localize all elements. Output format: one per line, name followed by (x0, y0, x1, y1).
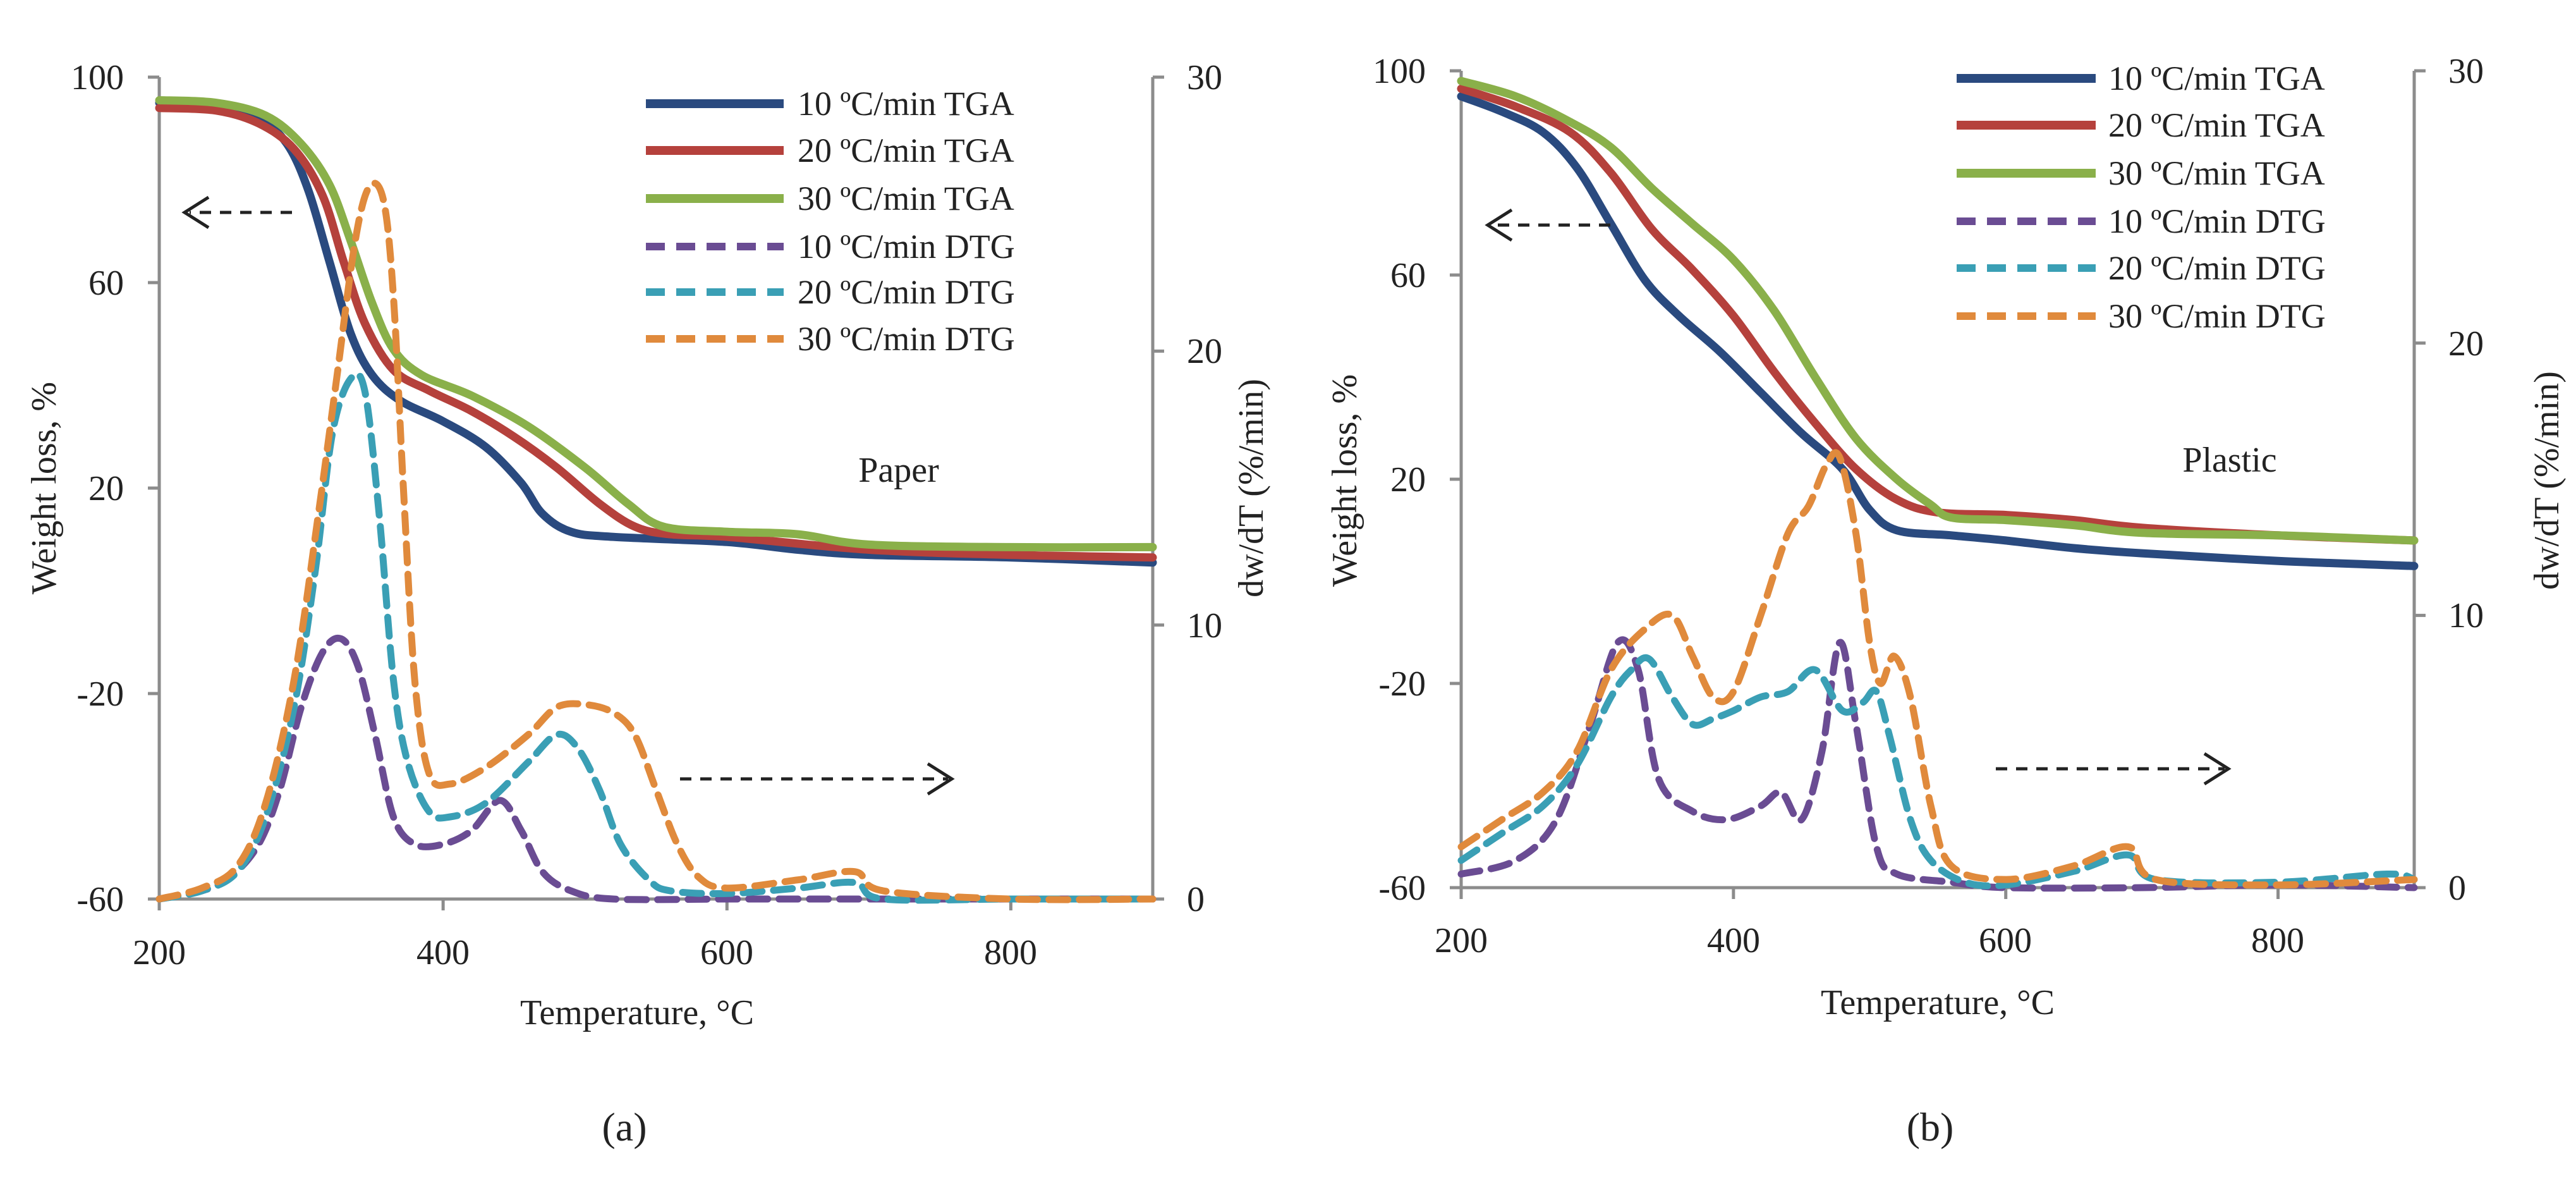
panel-b-right-tick-label: 0 (2448, 869, 2466, 908)
panel-b-legend-label: 20 ºC/min TGA (2108, 106, 2325, 144)
panel-a-legend-label: 30 ºC/min TGA (798, 180, 1014, 217)
panel-a-right-tick-label: 20 (1187, 332, 1222, 371)
panel-a-right-tick-label: 30 (1187, 58, 1222, 97)
panel-b-right-tick-label: 10 (2448, 596, 2484, 635)
panel-a-series-group (155, 96, 1157, 904)
panel-a-sample-label: Paper (858, 451, 939, 490)
panel-b-x-tick-label: 200 (1435, 921, 1488, 960)
panel-a: 200 400 600 800 100 60 20 -20 -60 30 20 … (25, 58, 1271, 1149)
panel-a-x-tick-label: 600 (700, 933, 753, 972)
panel-a-series-line-6 (155, 180, 1157, 903)
panel-a-legend-label: 20 ºC/min TGA (798, 132, 1014, 169)
panel-b-series-line-1 (1457, 92, 2419, 570)
panel-a-left-axis-title: Weight loss, % (25, 382, 64, 594)
panel-a-legend: 10 ºC/min TGA 20 ºC/min TGA 30 ºC/min TG… (646, 85, 1015, 358)
panel-a-series-line-5 (155, 370, 1157, 904)
panel-b-x-axis-title: Temperature, °C (1821, 983, 2055, 1022)
panel-a-legend-label: 10 ºC/min DTG (798, 228, 1015, 266)
panel-b-legend-label: 30 ºC/min TGA (2108, 154, 2325, 192)
panel-a-left-tick-label: 20 (88, 469, 124, 508)
panel-b-left-tick-label: 100 (1373, 52, 1426, 91)
panel-a-left-tick-label: -20 (76, 675, 124, 714)
panel-b: 200 400 600 800 100 60 20 -20 -60 30 20 … (1325, 52, 2567, 1149)
panel-b-left-tick-label: -60 (1378, 869, 1426, 908)
panel-b-legend-label: 10 ºC/min TGA (2108, 59, 2325, 97)
panel-b-right-tick-label: 20 (2448, 324, 2484, 364)
panel-b-legend-label: 20 ºC/min DTG (2108, 249, 2326, 287)
panel-b-series-line-6 (1457, 449, 2418, 889)
panel-b-right-arrow-annotation (1996, 752, 2232, 786)
panel-b-x-tick-label: 400 (1707, 921, 1760, 960)
panel-a-right-tick-label: 10 (1187, 606, 1222, 646)
panel-b-left-tick-label: 20 (1390, 460, 1426, 499)
panel-b-left-arrow-annotation (1485, 208, 1610, 242)
panel-b-series-line-4 (1457, 636, 2418, 892)
panel-b-legend: 10 ºC/min TGA 20 ºC/min TGA 30 ºC/min TG… (1957, 59, 2326, 335)
panel-b-label: (b) (1907, 1105, 1954, 1149)
panel-b-series-line-5 (1457, 654, 2418, 890)
panel-a-left-tick-label: -60 (76, 880, 124, 919)
panel-b-right-axis-title: dw/dT (%/min) (2527, 371, 2567, 590)
panel-a-x-tick-label: 400 (416, 933, 470, 972)
panel-b-left-tick-label: -20 (1378, 664, 1426, 704)
panel-a-x-tick-label: 800 (984, 933, 1037, 972)
panel-a-legend-label: 20 ºC/min DTG (798, 273, 1015, 311)
panel-a-legend-label: 10 ºC/min TGA (798, 85, 1014, 123)
panel-b-legend-label: 10 ºC/min DTG (2108, 202, 2326, 240)
panel-a-legend-label: 30 ºC/min DTG (798, 320, 1015, 358)
panel-a-series-line-2 (155, 104, 1157, 562)
panel-b-series-line-3 (1457, 76, 2419, 545)
panel-b-x-tick-label: 800 (2251, 921, 2304, 960)
panel-a-left-tick-label: 100 (71, 58, 124, 97)
panel-a-right-tick-label: 0 (1187, 880, 1205, 919)
panel-b-legend-label: 30 ºC/min DTG (2108, 297, 2326, 335)
panel-a-series-line-1 (155, 99, 1157, 567)
panel-b-left-axis-title: Weight loss, % (1325, 374, 1364, 587)
panel-a-series-line-4 (155, 634, 1157, 903)
panel-b-right-tick-label: 30 (2448, 52, 2484, 91)
panel-b-series-line-2 (1457, 84, 2419, 545)
panel-b-x-tick-label: 600 (1979, 921, 2032, 960)
panel-a-series-line-3 (155, 96, 1157, 552)
panel-a-label: (a) (602, 1105, 647, 1149)
panel-a-right-arrow-annotation (680, 762, 955, 796)
panel-b-sample-label: Plastic (2182, 441, 2276, 480)
panel-a-right-axis-title: dw/dT (%/min) (1232, 379, 1271, 597)
panel-a-left-tick-label: 60 (88, 264, 124, 303)
panel-a-left-arrow-annotation (181, 195, 292, 229)
panel-b-tick-marks (1450, 69, 2426, 899)
panel-a-x-tick-label: 200 (133, 933, 186, 972)
panel-a-x-axis-title: Temperature, °C (520, 993, 754, 1032)
panel-b-left-tick-label: 60 (1390, 256, 1426, 295)
panel-b-series-group (1457, 76, 2419, 892)
